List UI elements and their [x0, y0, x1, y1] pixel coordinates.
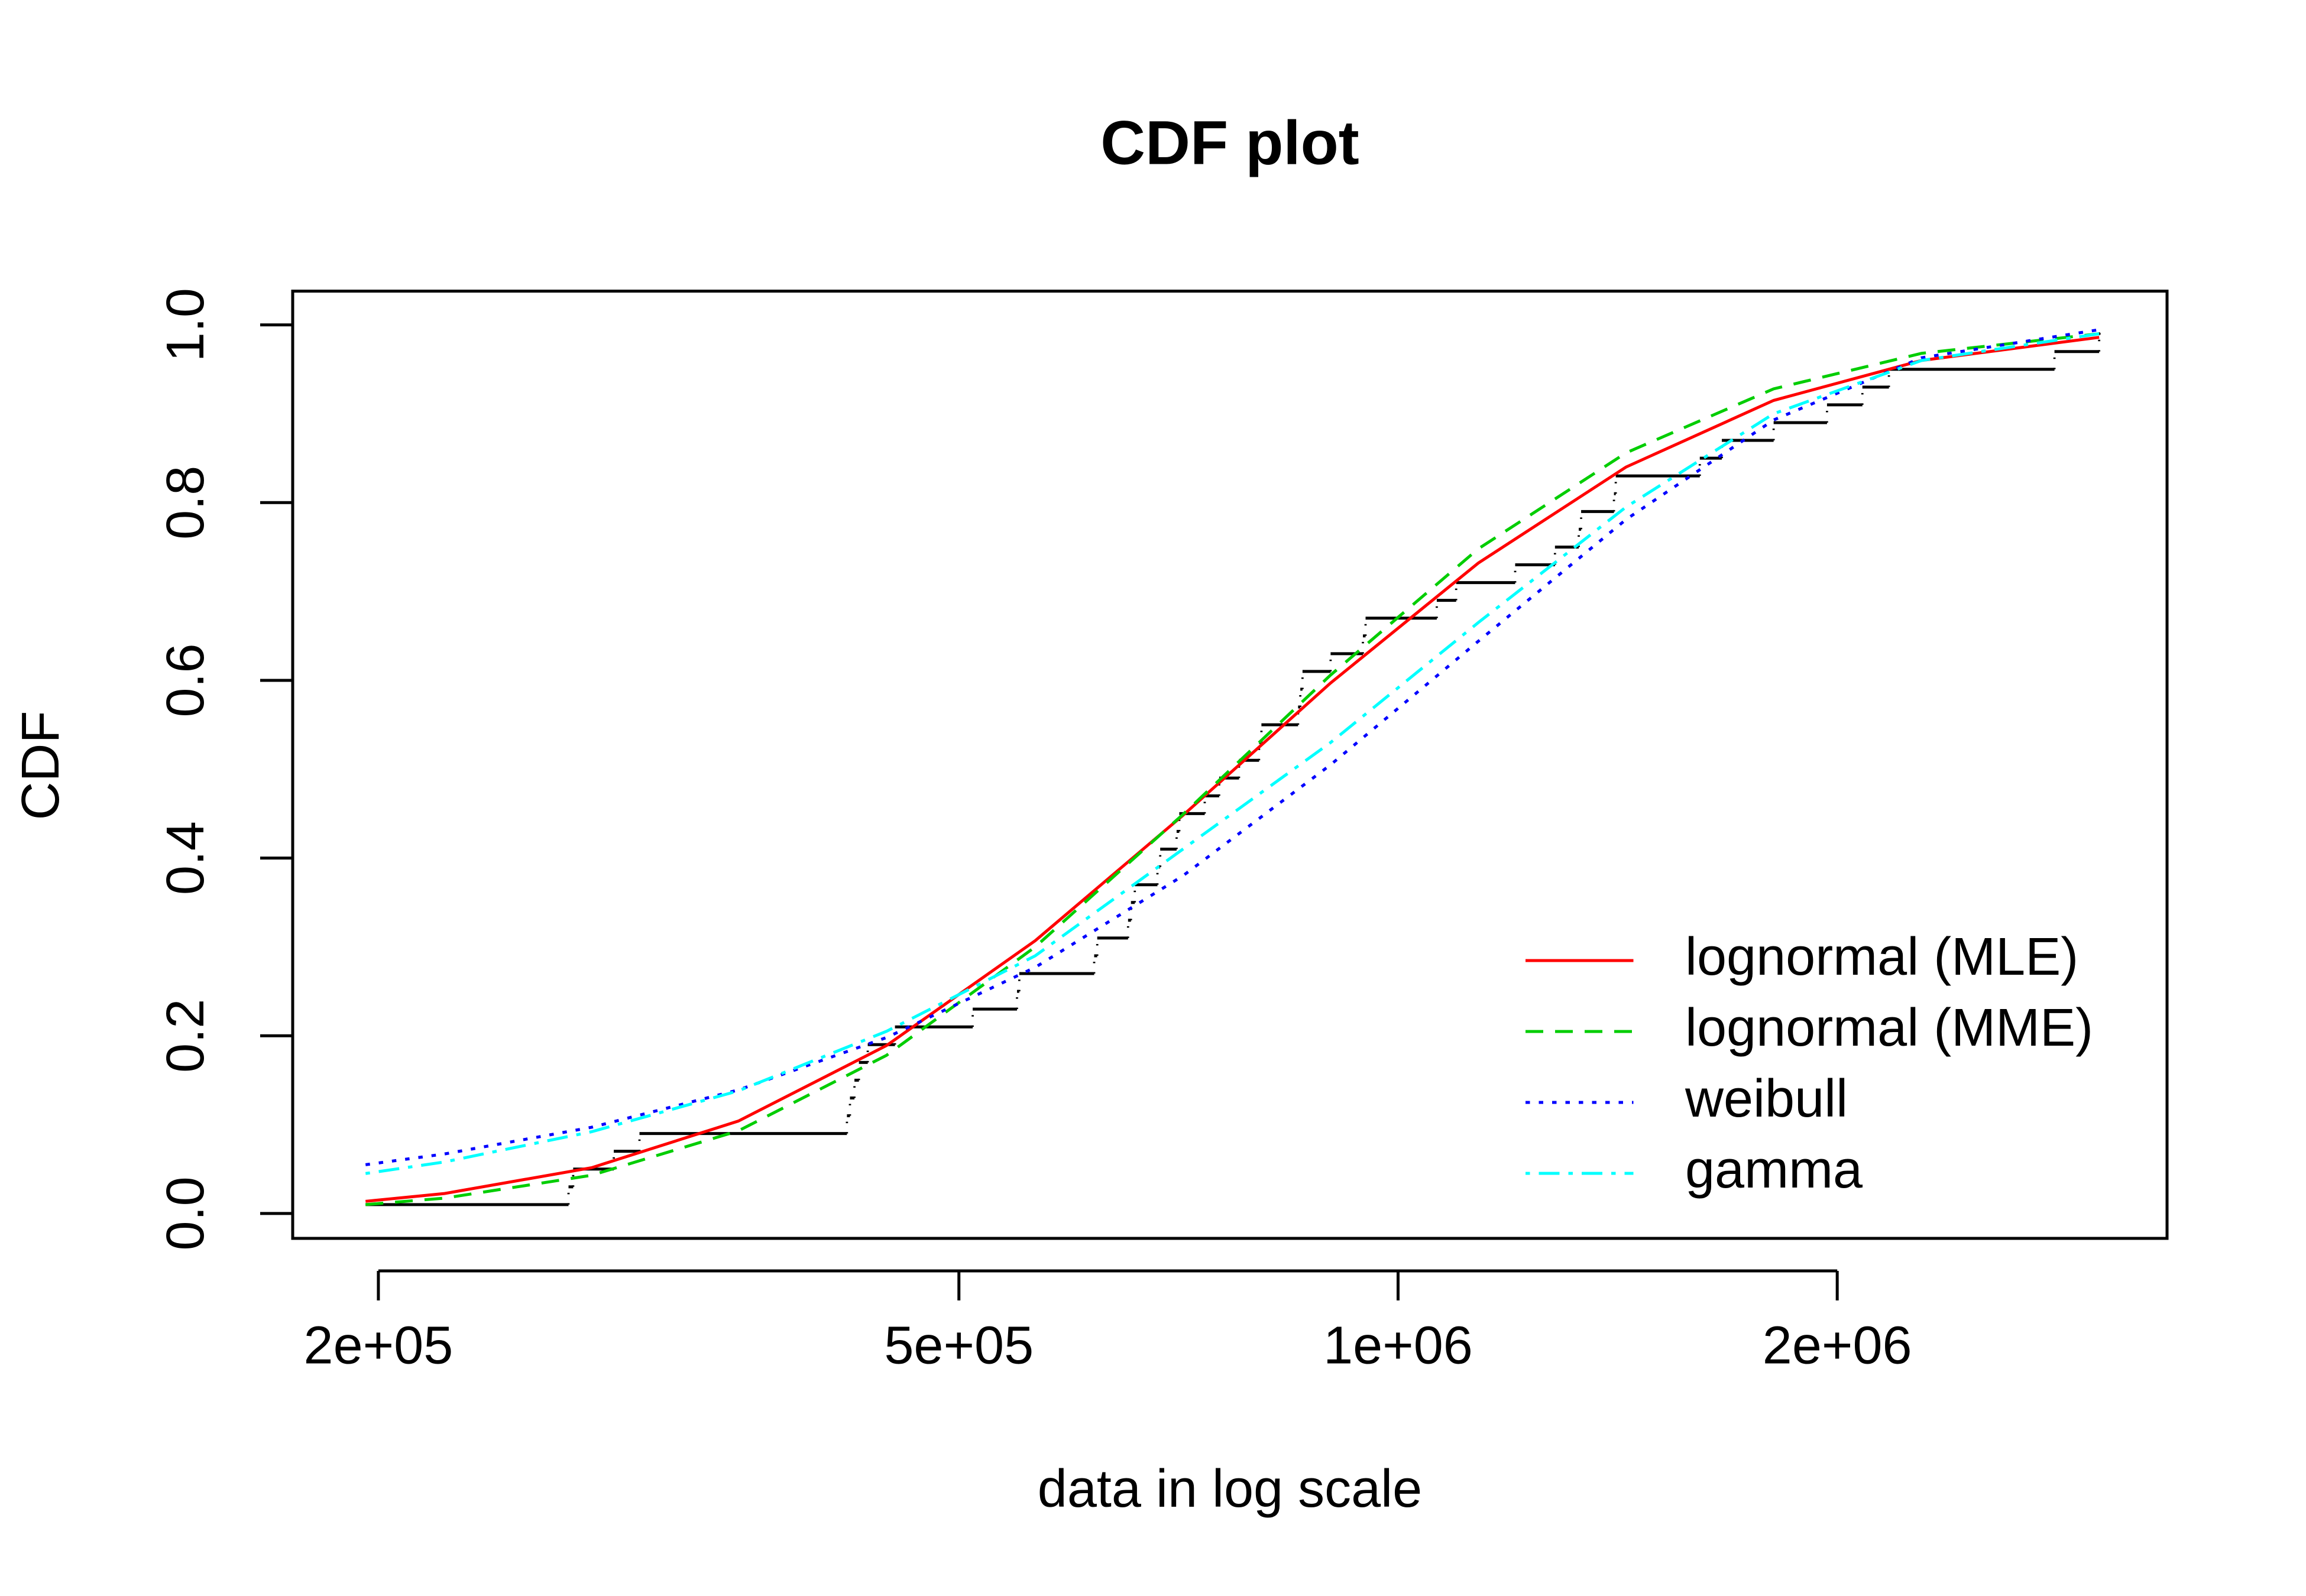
fit-curve — [365, 332, 2100, 1175]
x-tick-label: 2e+06 — [1763, 1316, 1912, 1375]
y-tick-label: 0.0 — [156, 1176, 215, 1250]
legend-label: lognormal (MME) — [1685, 998, 2093, 1057]
legend-label: lognormal (MLE) — [1685, 927, 2078, 987]
y-tick-label: 0.2 — [156, 999, 215, 1073]
fit-curve — [365, 332, 2100, 1206]
x-tick-label: 2e+05 — [304, 1316, 454, 1375]
chart-title: CDF plot — [1100, 109, 1359, 178]
y-tick-label: 0.6 — [156, 643, 215, 717]
y-tick-label: 0.8 — [156, 466, 215, 540]
legend-label: weibull — [1685, 1069, 1848, 1128]
y-tick-label: 0.4 — [156, 821, 215, 895]
legend-label: gamma — [1685, 1140, 1863, 1199]
plot-box — [291, 290, 2169, 1240]
y-axis-title: CDF — [11, 711, 70, 820]
x-tick-label: 1e+06 — [1323, 1316, 1473, 1375]
fit-curve — [365, 328, 2100, 1166]
y-tick-label: 1.0 — [156, 288, 215, 362]
x-axis-title: data in log scale — [1038, 1459, 1422, 1519]
x-tick-label: 5e+05 — [884, 1316, 1034, 1375]
